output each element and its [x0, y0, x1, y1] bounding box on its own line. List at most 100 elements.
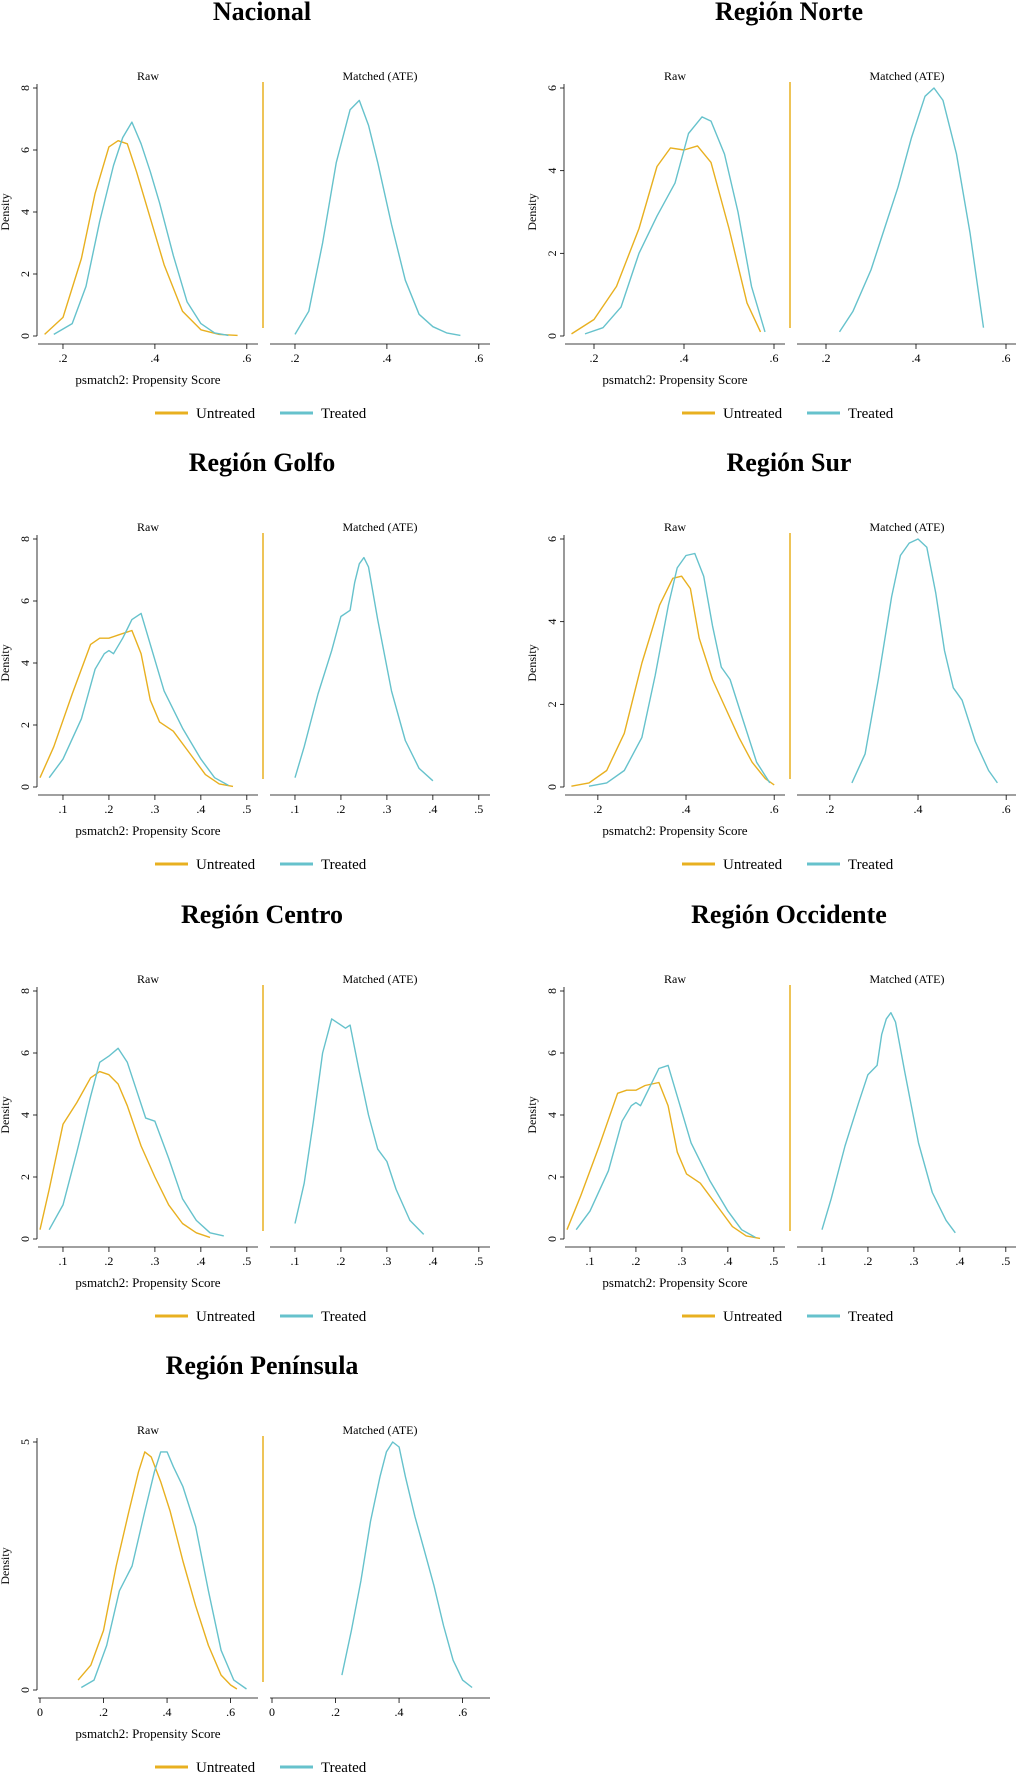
x-tick-label: .3 [150, 802, 159, 816]
y-tick-label: 2 [545, 1174, 559, 1180]
legend-label-treated: Treated [321, 1309, 367, 1325]
x-tick-label: .1 [290, 1254, 299, 1268]
x-tick-label: .1 [585, 1254, 594, 1268]
x-tick-label: .3 [909, 1254, 918, 1268]
panel-label-raw: Raw [664, 972, 686, 986]
series-treated-matched [851, 538, 998, 784]
y-tick-label: 2 [18, 271, 32, 277]
x-tick-label: .3 [677, 1254, 686, 1268]
legend-label-untreated: Untreated [196, 406, 256, 422]
y-tick-label: 8 [545, 988, 559, 994]
legend-label-untreated: Untreated [196, 1309, 256, 1325]
y-axis-label: Density [525, 1096, 539, 1133]
x-tick-label: .4 [428, 1254, 437, 1268]
x-tick-label: .4 [150, 351, 159, 365]
x-tick-label: .2 [58, 351, 67, 365]
y-tick-label: 8 [18, 988, 32, 994]
y-tick-label: 0 [18, 1236, 32, 1242]
y-tick-label: 8 [18, 536, 32, 542]
y-tick-label: 4 [545, 1112, 559, 1118]
x-tick-label: .6 [474, 351, 483, 365]
y-tick-label: 4 [18, 1112, 32, 1118]
y-tick-label: 0 [18, 1687, 32, 1693]
x-tick-label: .2 [590, 351, 599, 365]
x-tick-label: 0 [269, 1705, 275, 1719]
series-treated-matched [341, 1441, 473, 1689]
chart-6: Región Occidente Raw Matched (ATE) 0 2 4 6 8 Den… [525, 900, 1016, 1325]
legend-label-treated: Treated [848, 1309, 894, 1325]
x-tick-label: .2 [631, 1254, 640, 1268]
y-tick-label: 4 [18, 209, 32, 215]
series-treated-raw [48, 1047, 224, 1237]
x-tick-label: .4 [196, 802, 205, 816]
x-tick-label: .4 [428, 802, 437, 816]
x-axis-label: psmatch2: Propensity Score [602, 372, 747, 387]
chart-title: Región Norte [715, 0, 863, 26]
x-axis-label: psmatch2: Propensity Score [75, 823, 220, 838]
x-tick-label: .4 [912, 351, 921, 365]
x-tick-label: .4 [163, 1705, 172, 1719]
y-axis-label: Density [525, 644, 539, 681]
x-tick-label: .5 [1001, 1254, 1010, 1268]
x-tick-label: .4 [680, 351, 689, 365]
series-untreated-raw [39, 1070, 211, 1239]
x-tick-label: .6 [242, 351, 251, 365]
x-tick-label: 0 [37, 1705, 43, 1719]
x-tick-label: .2 [104, 802, 113, 816]
y-tick-label: 0 [18, 333, 32, 339]
x-tick-label: .4 [395, 1705, 404, 1719]
panel-label-matched: Matched (ATE) [870, 520, 945, 534]
y-tick-label: 0 [545, 1236, 559, 1242]
legend-label-untreated: Untreated [723, 857, 783, 873]
chart-3: Región Golfo Raw Matched (ATE) 0 2 4 6 8 Density… [0, 448, 490, 873]
chart-title: Región Península [166, 1351, 359, 1380]
panel-label-raw: Raw [137, 972, 159, 986]
x-tick-label: .5 [474, 802, 483, 816]
x-tick-label: .6 [1002, 351, 1011, 365]
x-tick-label: .2 [336, 1254, 345, 1268]
y-tick-label: 0 [545, 784, 559, 790]
y-tick-label: 6 [18, 147, 32, 153]
series-untreated-raw [39, 629, 234, 788]
panel-label-matched: Matched (ATE) [870, 69, 945, 83]
y-tick-label: 6 [545, 536, 559, 542]
legend-label-untreated: Untreated [723, 1309, 783, 1325]
panel-label-matched: Matched (ATE) [870, 972, 945, 986]
x-tick-label: .1 [290, 802, 299, 816]
x-tick-label: .2 [99, 1705, 108, 1719]
y-axis-label: Density [0, 1096, 12, 1133]
x-tick-label: .2 [863, 1254, 872, 1268]
x-tick-label: .1 [58, 1254, 67, 1268]
panel-label-matched: Matched (ATE) [343, 972, 418, 986]
series-treated-raw [584, 116, 766, 335]
series-treated-raw [53, 121, 229, 337]
x-tick-label: .4 [682, 802, 691, 816]
series-treated-raw [588, 552, 771, 787]
y-tick-label: 8 [18, 85, 32, 91]
legend-label-treated: Treated [321, 406, 367, 422]
series-treated-matched [294, 99, 461, 337]
y-tick-label: 0 [545, 333, 559, 339]
series-treated-matched [821, 1011, 956, 1234]
y-axis-label: Density [525, 193, 539, 230]
x-tick-label: .6 [226, 1705, 235, 1719]
series-untreated-raw [571, 145, 762, 335]
panel-label-matched: Matched (ATE) [343, 520, 418, 534]
x-tick-label: .5 [242, 1254, 251, 1268]
series-treated-matched [838, 87, 985, 333]
x-tick-label: .2 [331, 1705, 340, 1719]
y-tick-label: 2 [545, 701, 559, 707]
y-tick-label: 4 [545, 619, 559, 625]
series-treated-matched [294, 556, 434, 782]
chart-title: Nacional [213, 0, 311, 26]
y-tick-label: 6 [545, 1050, 559, 1056]
x-tick-label: .2 [822, 351, 831, 365]
chart-title: Región Centro [181, 900, 343, 929]
panel-label-raw: Raw [137, 1423, 159, 1437]
chart-title: Región Occidente [691, 900, 887, 929]
chart-5: Región Centro Raw Matched (ATE) 0 2 4 6 8 Densit… [0, 900, 490, 1325]
series-treated-raw [80, 1451, 247, 1690]
x-tick-label: .3 [382, 1254, 391, 1268]
y-tick-label: 4 [545, 168, 559, 174]
